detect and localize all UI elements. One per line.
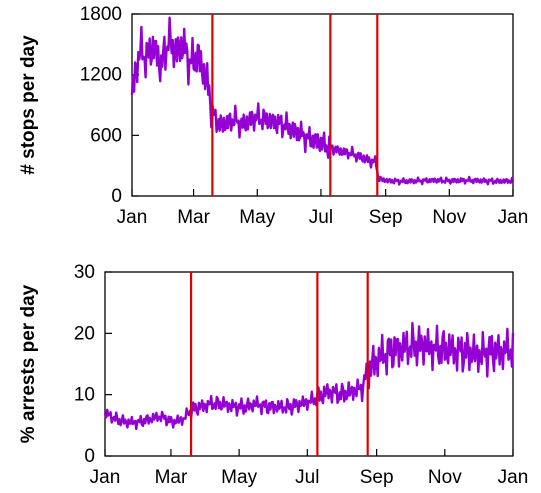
stops-y-axis-label: # stops per day	[18, 35, 39, 175]
stops-x-tick-label: May	[239, 207, 275, 228]
arrests-x-tick-label: Mar	[155, 467, 188, 488]
arrests-x-tick-label: Jul	[295, 467, 319, 488]
arrests-series-line	[103, 321, 515, 431]
arrests-y-tick-label: 30	[74, 262, 95, 283]
stops-x-tick-label: Jan	[117, 207, 148, 228]
stops-x-tick-label: Sep	[369, 207, 403, 228]
arrests-y-tick-label: 10	[74, 385, 95, 406]
stops-y-tick-label: 1200	[80, 65, 122, 86]
arrests-x-tick-label: May	[221, 467, 257, 488]
arrests-x-tick-label: Jan	[90, 467, 121, 488]
stops-x-tick-label: Mar	[177, 207, 210, 228]
stops-y-tick-label: 0	[111, 186, 122, 207]
stops-x-tick-label: Jan	[498, 207, 529, 228]
stops-panel: # stops per day 0 600 1200 1800 Jan Mar May Jul…	[18, 4, 528, 228]
stops-x-tick-label: Nov	[432, 207, 466, 228]
arrests-y-axis-label: % arrests per day	[18, 284, 39, 443]
stops-x-tick-label: Jul	[309, 207, 333, 228]
arrests-x-tick-label: Sep	[360, 467, 394, 488]
arrests-y-tick-label: 0	[84, 446, 95, 467]
stops-series-line	[130, 16, 515, 186]
arrests-y-tick-label: 20	[74, 323, 95, 344]
stops-y-tick-label: 1800	[80, 4, 122, 25]
arrests-panel: % arrests per day 0 10 20 30 Jan Mar May Jul Sep…	[18, 262, 528, 488]
stops-plot-frame	[131, 13, 514, 197]
arrests-x-tick-label: Nov	[428, 467, 462, 488]
arrests-plot-frame	[104, 271, 514, 457]
stops-y-tick-label: 600	[90, 125, 122, 146]
arrests-x-tick-label: Jan	[498, 467, 529, 488]
